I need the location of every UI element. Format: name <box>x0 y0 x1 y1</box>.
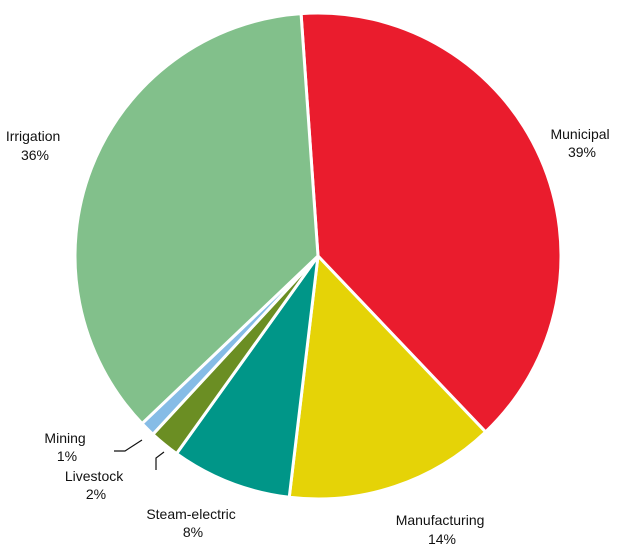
leader-line-mining <box>114 439 143 452</box>
pie-slice-municipal <box>299 11 563 434</box>
label-manufacturing: Manufacturing 14% <box>396 512 489 547</box>
label-livestock: Livestock 2% <box>65 468 127 502</box>
label-irrigation: Irrigation 36% <box>6 128 64 163</box>
pie-slices <box>73 11 563 501</box>
leader-line-livestock <box>155 451 165 470</box>
label-steam-electric: Steam-electric 8% <box>146 506 239 540</box>
pie-slice-irrigation <box>73 12 320 426</box>
label-municipal: Municipal 39% <box>550 126 613 160</box>
pie-slice-steam-electric <box>175 254 320 499</box>
label-mining: Mining 1% <box>44 430 89 464</box>
pie-slice-manufacturing <box>287 254 488 501</box>
